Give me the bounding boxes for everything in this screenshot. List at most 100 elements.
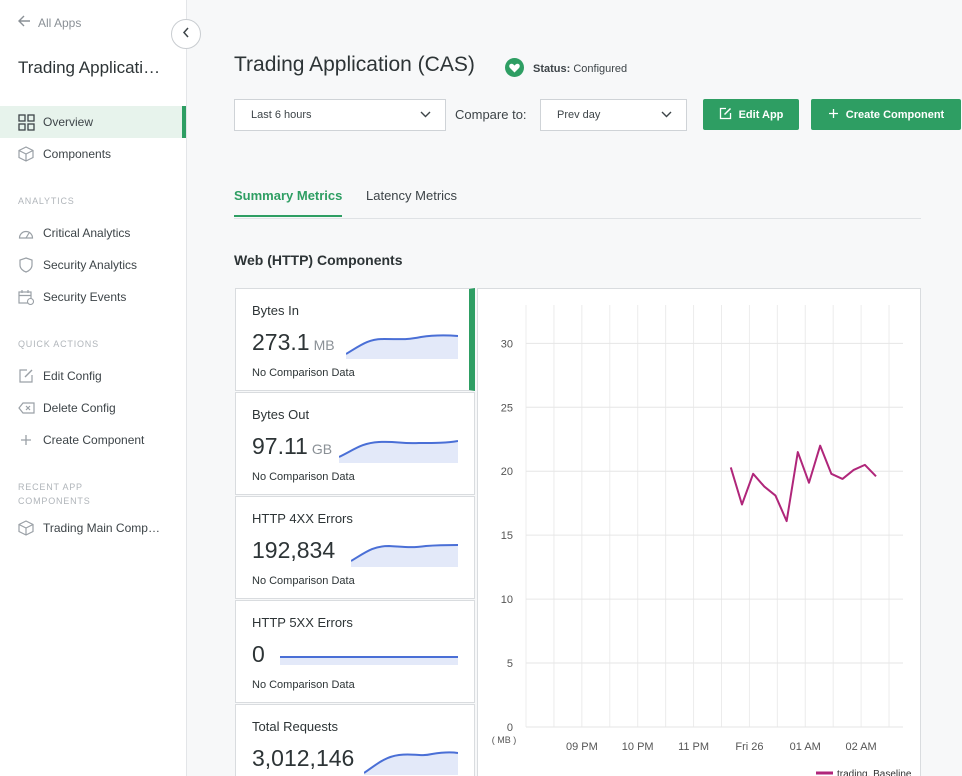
compare-select[interactable]: Prev day xyxy=(540,99,687,131)
edit-app-button[interactable]: Edit App xyxy=(703,99,799,130)
sparkline-chart xyxy=(346,334,458,359)
chart-panel: 0 5 10 15 20 25 30 ( MB ) 09 PM 10 PM 11 PM Fri 26 0… xyxy=(477,288,921,776)
sidebar-item-label: Components xyxy=(43,147,112,161)
metric-name: Total Requests xyxy=(252,719,338,734)
x-tick-label: 11 PM xyxy=(678,741,709,753)
x-tick-label: 09 PM xyxy=(566,741,598,753)
time-range-select[interactable]: Last 6 hours xyxy=(234,99,446,131)
sidebar-item-create-component[interactable]: Create Component xyxy=(0,424,186,456)
plus-icon xyxy=(17,431,35,449)
sidebar: All Apps Trading Application (CAS) Overv… xyxy=(0,0,187,776)
status-value: Configured xyxy=(573,63,628,75)
status-label: Status: xyxy=(533,63,571,75)
x-tick-label: 02 AM xyxy=(846,741,877,753)
sidebar-item-security-analytics[interactable]: Security Analytics xyxy=(0,249,186,281)
all-apps-link[interactable]: All Apps xyxy=(18,15,81,30)
y-tick-label: 10 xyxy=(501,594,513,606)
sidebar-item-label: Create Component xyxy=(43,433,145,447)
sparkline-chart xyxy=(351,544,458,567)
metric-card-bytes-in[interactable]: Bytes In 273.1 MB No Comparison Data xyxy=(235,288,475,391)
metric-name: HTTP 4XX Errors xyxy=(252,511,353,526)
metric-name: Bytes Out xyxy=(252,407,310,422)
collapse-sidebar-button[interactable] xyxy=(171,19,201,49)
y-tick-label: 5 xyxy=(507,658,513,670)
metric-card-total-requests[interactable]: Total Requests 3,012,146 xyxy=(235,704,475,776)
arrow-left-icon xyxy=(18,15,31,30)
sparkline-chart xyxy=(280,656,458,665)
y-tick-label: 30 xyxy=(501,338,513,350)
sidebar-item-critical-analytics[interactable]: Critical Analytics xyxy=(0,217,186,249)
gauge-icon xyxy=(17,224,35,242)
y-tick-label: 0 xyxy=(507,722,513,734)
grid-icon xyxy=(17,113,35,131)
series-line xyxy=(729,444,877,523)
edit-app-label: Edit App xyxy=(738,108,784,121)
sidebar-item-label: Critical Analytics xyxy=(43,226,131,240)
line-chart: 0 5 10 15 20 25 30 ( MB ) 09 PM 10 PM 11 PM Fri 26 0… xyxy=(492,305,912,776)
y-tick-label: 15 xyxy=(501,530,513,542)
heart-icon xyxy=(505,58,524,80)
sidebar-item-label: Delete Config xyxy=(43,401,116,415)
sidebar-item-label: Security Events xyxy=(43,290,127,304)
status-badge: Status: Configured xyxy=(505,58,627,80)
metric-unit: MB xyxy=(313,337,335,353)
metric-name: HTTP 5XX Errors xyxy=(252,615,353,630)
sidebar-item-label: Edit Config xyxy=(43,369,102,383)
calendar-icon xyxy=(17,288,35,306)
legend-label: trading. Baseline xyxy=(837,769,912,776)
chevron-left-icon xyxy=(182,25,190,43)
metric-card-bytes-out[interactable]: Bytes Out 97.11 GB No Comparison Data xyxy=(235,392,475,495)
sidebar-item-label: Security Analytics xyxy=(43,258,138,272)
all-apps-label: All Apps xyxy=(38,15,82,30)
sidebar-item-components[interactable]: Components xyxy=(0,138,186,170)
shield-icon xyxy=(17,256,35,274)
sparkline-chart xyxy=(339,440,458,463)
metric-value: 97.11 GB xyxy=(252,433,333,459)
metric-value: 0 xyxy=(252,641,265,667)
sidebar-item-security-events[interactable]: Security Events xyxy=(0,281,186,313)
sidebar-item-label: Overview xyxy=(43,115,94,129)
chevron-down-icon xyxy=(420,109,431,121)
y-axis-label: ( MB ) xyxy=(492,735,517,745)
metric-value: 192,834 xyxy=(252,537,336,563)
sidebar-item-edit-config[interactable]: Edit Config xyxy=(0,360,186,392)
time-range-value: Last 6 hours xyxy=(251,109,312,121)
sidebar-item-trading-main-component[interactable]: Trading Main Component xyxy=(0,512,186,544)
sparkline-chart xyxy=(364,751,458,775)
page-title: Trading Application (CAS) xyxy=(234,53,475,76)
metric-comparison: No Comparison Data xyxy=(252,367,355,379)
sidebar-item-delete-config[interactable]: Delete Config xyxy=(0,392,186,424)
metric-card-http-4xx-errors[interactable]: HTTP 4XX Errors 192,834 No Comparison Da… xyxy=(235,496,475,599)
create-component-button[interactable]: Create Component xyxy=(811,99,961,130)
x-tick-label: 10 PM xyxy=(622,741,654,753)
create-component-label: Create Component xyxy=(845,108,945,121)
metric-value: 273.1 MB xyxy=(252,329,335,355)
recent-components-section-label: RECENT APP COMPONENTS xyxy=(18,482,91,506)
metric-unit: GB xyxy=(311,441,333,457)
edit-icon xyxy=(17,367,35,385)
tab-latency-metrics[interactable]: Latency Metrics xyxy=(366,188,458,203)
metric-comparison: No Comparison Data xyxy=(252,679,355,691)
sidebar-item-overview[interactable]: Overview xyxy=(0,106,186,138)
x-tick-label: 01 AM xyxy=(790,741,821,753)
edit-icon xyxy=(719,107,732,123)
metric-value: 3,012,146 xyxy=(252,745,355,771)
delete-icon xyxy=(17,399,35,417)
y-tick-label: 20 xyxy=(501,466,513,478)
plus-icon xyxy=(828,108,839,122)
cube-icon xyxy=(17,145,35,163)
metric-comparison: No Comparison Data xyxy=(252,471,355,483)
analytics-section-label: ANALYTICS xyxy=(18,196,75,206)
section-title: Web (HTTP) Components xyxy=(234,252,403,268)
metric-card-http-5xx-errors[interactable]: HTTP 5XX Errors 0 No Comparison Data xyxy=(235,600,475,703)
compare-label: Compare to: xyxy=(455,107,527,122)
x-tick-label: Fri 26 xyxy=(735,741,763,753)
chevron-down-icon xyxy=(661,109,672,121)
y-tick-label: 25 xyxy=(501,402,513,414)
metric-name: Bytes In xyxy=(252,303,299,318)
tab-summary-metrics[interactable]: Summary Metrics xyxy=(234,188,343,217)
metrics-tabs: Summary Metrics Latency Metrics xyxy=(234,180,921,219)
cube-icon xyxy=(17,519,35,537)
sidebar-item-label: Trading Main Component xyxy=(43,521,165,535)
quick-actions-section-label: QUICK ACTIONS xyxy=(18,339,99,349)
